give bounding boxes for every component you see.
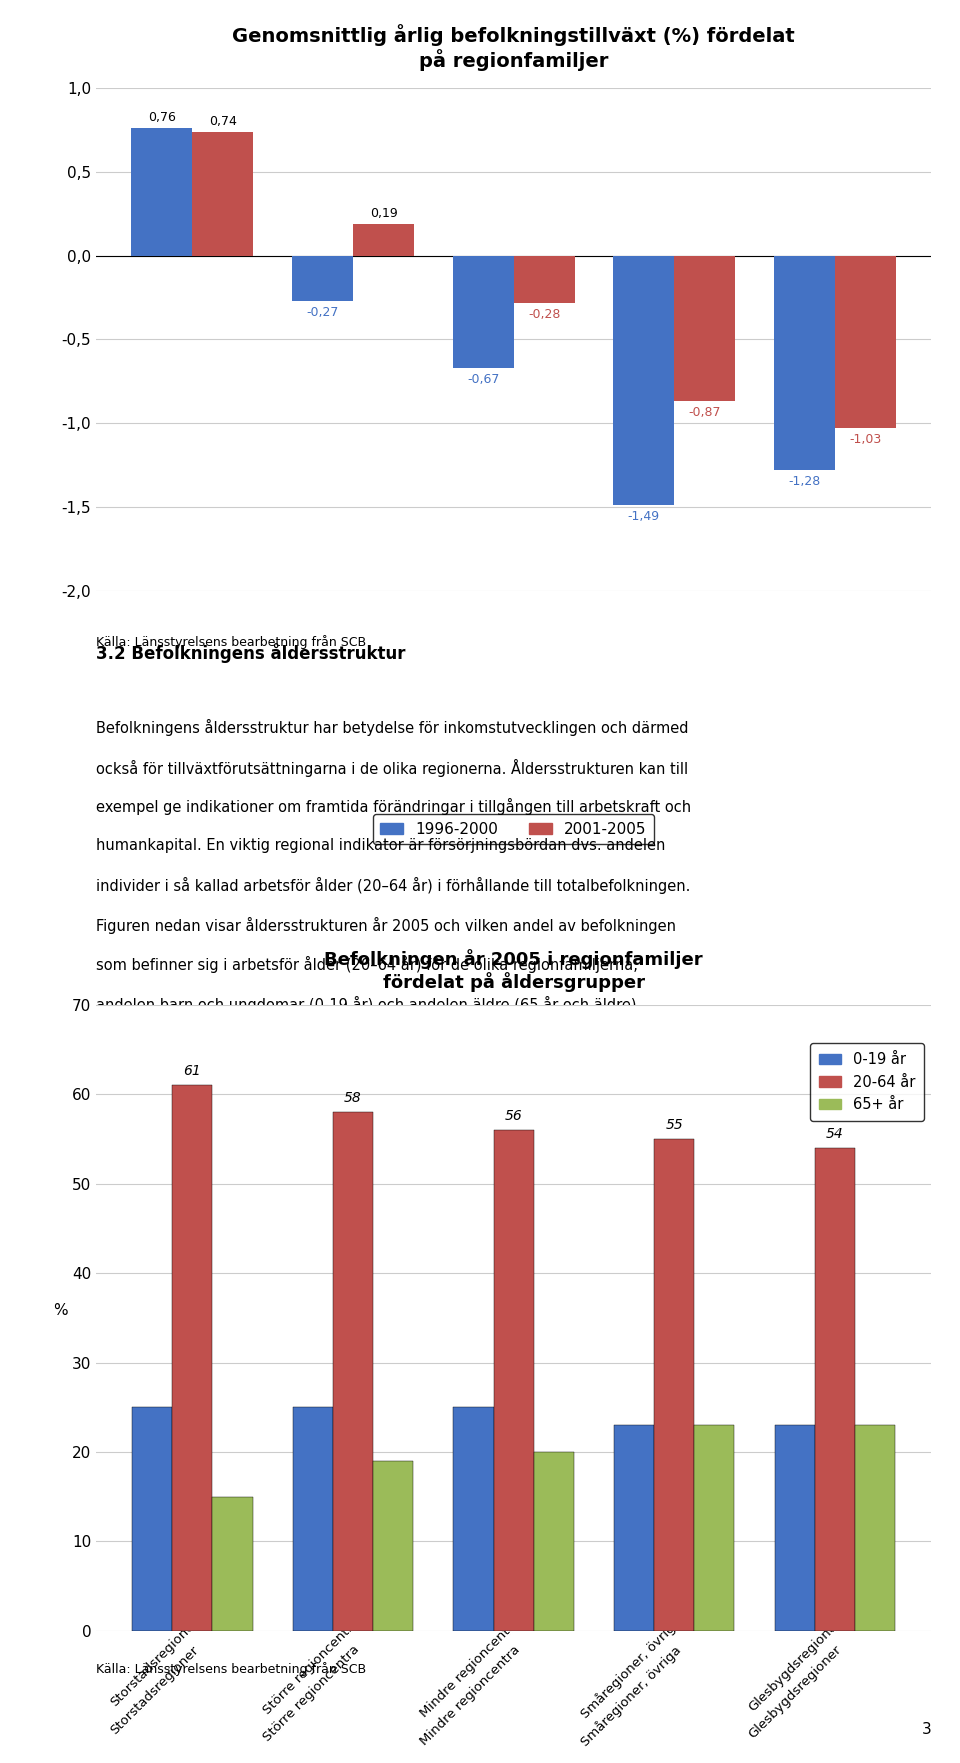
Text: Befolkningens åldersstruktur har betydelse för inkomstutvecklingen och därmed: Befolkningens åldersstruktur har betydel… xyxy=(96,719,688,737)
Title: Genomsnittlig årlig befolkningstillväxt (%) fördelat
på regionfamiljer: Genomsnittlig årlig befolkningstillväxt … xyxy=(232,23,795,71)
Text: Småregioner, övriga: Småregioner, övriga xyxy=(578,1643,684,1749)
Bar xyxy=(373,1462,413,1631)
Text: Småregioner, övriga: Småregioner, övriga xyxy=(578,1615,684,1721)
Text: som befinner sig i arbetsför ålder (20–64 år) för de olika regionfamiljerna,: som befinner sig i arbetsför ålder (20–6… xyxy=(96,956,637,973)
Bar xyxy=(815,1148,855,1631)
Bar xyxy=(172,1086,212,1631)
Text: exempel ge indikationer om framtida förändringar i tillgången till arbetskraft o: exempel ge indikationer om framtida förä… xyxy=(96,799,691,815)
Text: -0,87: -0,87 xyxy=(688,407,721,420)
Y-axis label: %: % xyxy=(54,1303,68,1317)
Text: Källa: Länsstyrelsens bearbetning från SCB: Källa: Länsstyrelsens bearbetning från S… xyxy=(96,635,366,649)
Bar xyxy=(774,256,835,471)
Text: 3: 3 xyxy=(922,1721,931,1737)
Text: Glesbygdsregioner: Glesbygdsregioner xyxy=(746,1643,844,1742)
Text: Större regioncentra: Större regioncentra xyxy=(261,1615,362,1717)
Bar xyxy=(694,1425,734,1631)
Text: -0,28: -0,28 xyxy=(528,307,561,321)
Text: 0,19: 0,19 xyxy=(370,206,397,220)
Bar xyxy=(212,1497,252,1631)
Text: Storstadsregioner: Storstadsregioner xyxy=(108,1643,202,1737)
Title: Befolkningen år 2005 i regionfamiljer
fördelat på åldersgrupper: Befolkningen år 2005 i regionfamiljer fö… xyxy=(324,948,703,993)
Text: individer i så kallad arbetsför ålder (20–64 år) i förhållande till totalbefolkn: individer i så kallad arbetsför ålder (2… xyxy=(96,878,690,894)
Text: 0,76: 0,76 xyxy=(148,111,176,123)
Bar xyxy=(613,256,674,506)
Text: Mindre regioncentra: Mindre regioncentra xyxy=(418,1615,523,1721)
Text: -1,49: -1,49 xyxy=(628,510,660,524)
Bar xyxy=(132,129,192,256)
Text: 56: 56 xyxy=(505,1109,522,1123)
Text: Större regioncentra: Större regioncentra xyxy=(261,1643,362,1745)
Legend: 1996-2000, 2001-2005: 1996-2000, 2001-2005 xyxy=(372,815,655,844)
Bar xyxy=(132,1407,172,1631)
Legend: 0-19 år, 20-64 år, 65+ år: 0-19 år, 20-64 år, 65+ år xyxy=(810,1044,924,1121)
Text: 55: 55 xyxy=(665,1118,684,1132)
Bar xyxy=(453,1407,493,1631)
Bar xyxy=(293,1407,333,1631)
Text: 61: 61 xyxy=(183,1065,202,1079)
Bar xyxy=(493,1130,534,1631)
Bar xyxy=(292,256,353,301)
Text: 54: 54 xyxy=(826,1127,844,1141)
Bar xyxy=(775,1425,815,1631)
Text: Källa: Länsstyrelsens bearbetning från SCB: Källa: Länsstyrelsens bearbetning från S… xyxy=(96,1663,366,1677)
Text: Figuren nedan visar åldersstrukturen år 2005 och vilken andel av befolkningen: Figuren nedan visar åldersstrukturen år … xyxy=(96,917,676,934)
Bar xyxy=(835,256,896,428)
Bar xyxy=(654,1139,694,1631)
Text: Storstadsregioner: Storstadsregioner xyxy=(108,1615,202,1708)
Text: humankapital. En viktig regional indikator är försörjningsbördan dvs. andelen: humankapital. En viktig regional indikat… xyxy=(96,837,665,853)
Bar xyxy=(614,1425,654,1631)
Text: -1,28: -1,28 xyxy=(788,474,821,488)
Bar xyxy=(192,132,253,256)
Text: också för tillväxtförutsättningarna i de olika regionerna. Åldersstrukturen kan : också för tillväxtförutsättningarna i de… xyxy=(96,758,688,777)
Bar xyxy=(333,1112,373,1631)
Text: 3.2 Befolkningens åldersstruktur: 3.2 Befolkningens åldersstruktur xyxy=(96,643,405,663)
Text: Glesbygdsregioner: Glesbygdsregioner xyxy=(746,1615,844,1714)
Text: -1,03: -1,03 xyxy=(850,434,881,446)
Text: andelen barn och ungdomar (0-19 år) och andelen äldre (65 år och äldre).: andelen barn och ungdomar (0-19 år) och … xyxy=(96,996,641,1014)
Bar xyxy=(534,1453,574,1631)
Text: Mindre regioncentra: Mindre regioncentra xyxy=(418,1643,523,1749)
Text: 0,74: 0,74 xyxy=(209,115,237,127)
Bar xyxy=(855,1425,895,1631)
Text: -0,67: -0,67 xyxy=(467,374,499,386)
Text: -0,27: -0,27 xyxy=(306,307,339,319)
Bar xyxy=(353,224,414,256)
Bar xyxy=(514,256,575,303)
Bar xyxy=(452,256,514,368)
Text: 58: 58 xyxy=(344,1091,362,1105)
Bar xyxy=(674,256,735,402)
